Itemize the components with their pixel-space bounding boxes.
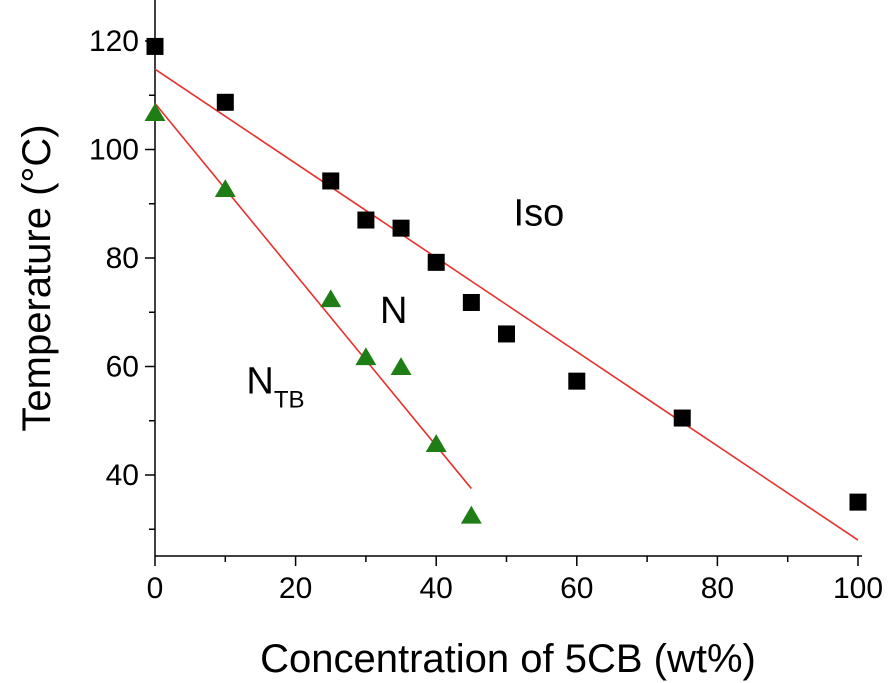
y-tick-label: 40 bbox=[106, 459, 139, 492]
data-markers bbox=[144, 37, 867, 524]
x-tick-label: 20 bbox=[279, 572, 312, 605]
x-tick-label: 100 bbox=[833, 572, 883, 605]
square-marker bbox=[427, 253, 445, 271]
x-axis-title: Concentration of 5CB (wt%) bbox=[260, 637, 756, 681]
triangle-marker bbox=[214, 179, 236, 198]
plot-frame bbox=[154, 0, 862, 557]
region-label: NTB bbox=[246, 361, 304, 414]
y-tick-label: 100 bbox=[89, 134, 139, 167]
triangle-marker bbox=[355, 347, 377, 366]
fit-lines bbox=[154, 68, 859, 541]
square-marker bbox=[392, 219, 410, 237]
region-label: Iso bbox=[514, 192, 565, 234]
square-marker bbox=[357, 211, 375, 229]
triangle-marker bbox=[460, 505, 482, 524]
square-marker bbox=[673, 409, 691, 427]
fit-line bbox=[154, 68, 859, 541]
triangle-marker bbox=[390, 357, 412, 375]
square-marker bbox=[146, 37, 164, 55]
axis-ticks: 0 20 40 60 80 100 40 60 80 100 120 bbox=[89, 25, 883, 605]
square-marker bbox=[322, 172, 340, 190]
region-label: N bbox=[380, 290, 407, 332]
square-marker bbox=[462, 293, 480, 311]
region-label-subscript: TB bbox=[274, 387, 305, 414]
triangle-marker bbox=[320, 289, 342, 308]
x-tick-label: 80 bbox=[701, 572, 734, 605]
square-marker bbox=[216, 93, 234, 111]
y-tick-label: 120 bbox=[89, 25, 139, 58]
y-tick-label: 80 bbox=[106, 242, 139, 275]
x-tick-label: 60 bbox=[560, 572, 593, 605]
x-tick-label: 0 bbox=[147, 572, 164, 605]
x-tick-label: 40 bbox=[420, 572, 453, 605]
triangle-marker bbox=[425, 434, 447, 452]
region-label-text: N bbox=[246, 361, 273, 403]
region-label-text: N bbox=[380, 290, 407, 332]
square-marker bbox=[498, 325, 515, 343]
fit-line bbox=[154, 102, 472, 490]
y-tick-label: 60 bbox=[106, 351, 139, 384]
square-marker bbox=[849, 493, 867, 511]
triangle-marker bbox=[144, 103, 166, 122]
y-axis-title: Temperature (°C) bbox=[15, 124, 59, 431]
square-marker bbox=[568, 372, 586, 390]
region-label-text: Iso bbox=[514, 192, 565, 234]
